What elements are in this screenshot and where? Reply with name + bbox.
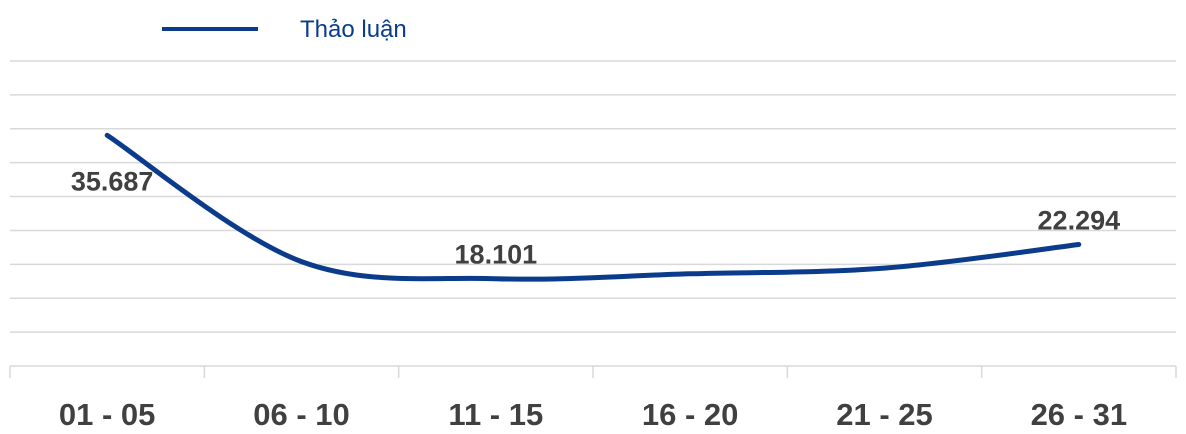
data-label: 35.687 — [71, 166, 154, 196]
data-labels: 35.687 18.101 22.294 — [71, 166, 1120, 269]
x-tick-label: 26 - 31 — [1031, 397, 1128, 429]
x-tick-label: 16 - 20 — [642, 397, 739, 429]
x-tick-label: 06 - 10 — [253, 397, 350, 429]
data-label: 18.101 — [455, 240, 538, 270]
series-line — [104, 132, 1082, 282]
x-tick-label: 01 - 05 — [59, 397, 156, 429]
data-label: 22.294 — [1038, 206, 1121, 236]
legend: Thảo luận — [162, 16, 407, 43]
x-tick-label: 11 - 15 — [448, 397, 543, 429]
x-tick-label: 21 - 25 — [836, 397, 933, 429]
x-axis: 01 - 05 06 - 10 11 - 15 16 - 20 21 - 25 26 - … — [9, 366, 1177, 432]
grid-lines — [10, 60, 1176, 367]
series-layer — [104, 132, 1082, 282]
legend-label: Thảo luận — [300, 16, 407, 43]
